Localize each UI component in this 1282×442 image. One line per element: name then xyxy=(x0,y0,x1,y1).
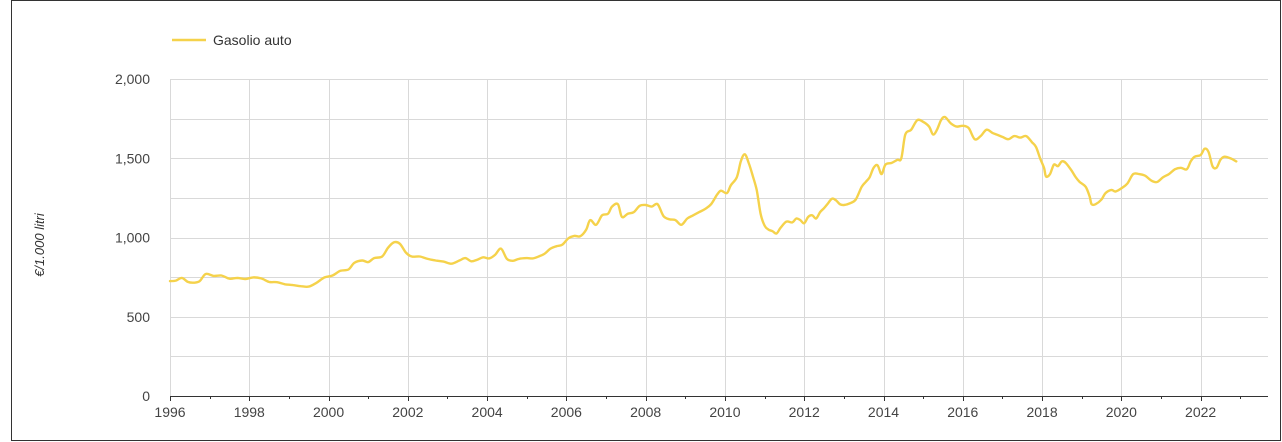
x-tick-label: 2008 xyxy=(630,404,661,420)
x-tick-label: 2000 xyxy=(313,404,344,420)
y-tick-label: 2,000 xyxy=(115,71,150,87)
x-tick-label: 2016 xyxy=(947,404,978,420)
series-line-gasolio-auto xyxy=(168,115,1238,289)
x-tick-label: 2002 xyxy=(392,404,423,420)
series-layer xyxy=(168,115,1238,289)
y-axis-title: €/1.000 litri xyxy=(32,212,47,277)
y-tick-label: 500 xyxy=(127,309,151,325)
x-tick-label: 1998 xyxy=(234,404,265,420)
y-tick-label: 1,000 xyxy=(115,230,150,246)
x-tick-label: 2012 xyxy=(789,404,820,420)
x-tick-label: 2014 xyxy=(868,404,899,420)
x-tick-label: 2018 xyxy=(1026,404,1057,420)
x-tick-label: 2022 xyxy=(1185,404,1216,420)
y-tick-label: 0 xyxy=(142,388,150,404)
x-tick-label: 2004 xyxy=(472,404,503,420)
legend: Gasolio auto xyxy=(172,32,292,48)
chart-grid xyxy=(170,79,1268,396)
y-tick-label: 1,500 xyxy=(115,150,150,166)
x-tick-label: 1996 xyxy=(154,404,185,420)
x-tick-label: 2010 xyxy=(709,404,740,420)
chart-axes: 1996 1998 2000 2002 2004 2006 2008 2010 2012 2014… xyxy=(115,71,1268,420)
x-tick-label: 2020 xyxy=(1106,404,1137,420)
x-tick-label: 2006 xyxy=(551,404,582,420)
legend-label-gasolio-auto: Gasolio auto xyxy=(213,32,292,48)
